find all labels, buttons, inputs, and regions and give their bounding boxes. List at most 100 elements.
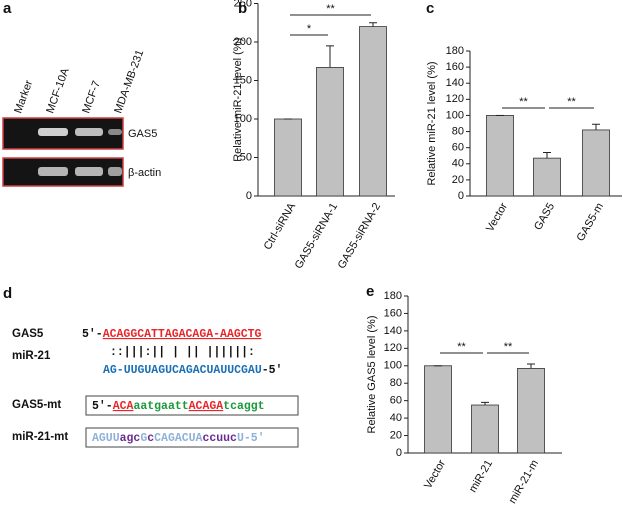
y-axis-label: Relative GAS5 level (%) (366, 316, 378, 434)
band-label: β-actin (128, 167, 161, 179)
pairing: ::|||:|| | || ||||||: (110, 346, 255, 359)
y-tick-label: 100 (446, 109, 464, 121)
y-tick-label: 80 (390, 377, 402, 389)
y-tick-label: 250 (234, 0, 252, 9)
seq-part: 5′- (82, 328, 103, 341)
gel-band (38, 128, 68, 136)
bar (274, 118, 302, 197)
significance-label: ** (326, 3, 335, 15)
x-tick-label: Vector (484, 201, 510, 234)
lane-label: MDA-MB-231 (112, 48, 146, 115)
x-tick-label: GAS5-siRNA-1 (293, 201, 340, 271)
y-tick-label: 120 (384, 342, 402, 354)
seq-part: ACA (113, 400, 134, 413)
bar (359, 26, 387, 197)
x-tick-label: Ctrl-siRNA (262, 200, 299, 252)
y-tick-label: 40 (452, 158, 464, 170)
seq-box (85, 395, 299, 416)
seq-part: 5′- (92, 400, 113, 413)
bar (486, 115, 514, 197)
seq-part: U-5′ (237, 432, 265, 445)
seq-name: GAS5 (12, 328, 44, 340)
y-tick-label: 180 (446, 45, 464, 57)
y-tick-label: 0 (246, 190, 252, 202)
sequence: 5′-ACAaatgaattACAGAtcaggt (92, 400, 265, 413)
y-tick-label: 80 (452, 125, 464, 137)
panel-letter: c (426, 0, 434, 17)
seq-part: agc (120, 432, 141, 445)
y-tick-label: 60 (452, 142, 464, 154)
bar (424, 365, 452, 454)
seq-name: GAS5-mt (12, 399, 61, 411)
bar (316, 67, 344, 197)
bar (517, 367, 545, 454)
error-bar (326, 45, 334, 68)
y-tick-label: 140 (446, 77, 464, 89)
seq-part: G (140, 432, 147, 445)
error-bar (481, 401, 489, 406)
significance-label: ** (519, 96, 528, 108)
x-tick-label: miR-21-m (507, 458, 542, 506)
seq-part: ccuuc (202, 432, 237, 445)
seq-part: ACAGGCATTAGACAGA-AAGCTG (103, 328, 262, 341)
significance-label: ** (567, 96, 576, 108)
y-tick-label: 100 (234, 113, 252, 125)
sequence: 5′-ACAGGCATTAGACAGA-AAGCTG (82, 328, 262, 341)
gel-band (108, 167, 122, 176)
y-tick-label: 50 (240, 151, 252, 163)
seq-part: aatgaatt (133, 400, 188, 413)
band-label: GAS5 (128, 128, 157, 140)
y-tick-label: 200 (234, 36, 252, 48)
y-tick-label: 180 (384, 290, 402, 302)
lane-label: MCF-10A (44, 66, 72, 115)
gel-band (108, 129, 122, 135)
y-tick-label: 160 (384, 307, 402, 319)
seq-part: c (147, 432, 154, 445)
gel-band (38, 167, 68, 176)
seq-part: -5′ (262, 364, 283, 377)
seq-name: miR-21 (12, 350, 51, 362)
panel-letter: d (3, 285, 12, 302)
y-tick-label: 20 (452, 174, 464, 186)
error-bar (369, 22, 377, 27)
error-bar (592, 123, 600, 130)
seq-part: AGUU (92, 432, 120, 445)
sequence: AGUUagcGcCAGACUAccuucU-5′ (92, 432, 265, 445)
gel-band (75, 167, 103, 176)
significance-label: ** (457, 341, 466, 353)
seq-part: tcaggt (223, 400, 264, 413)
y-tick-label: 60 (390, 395, 402, 407)
significance-label: * (307, 23, 312, 35)
x-tick-label: Vector (422, 458, 448, 491)
x-tick-label: GAS5-m (575, 201, 606, 244)
panel-letter: b (238, 0, 247, 17)
y-tick-label: 0 (396, 447, 402, 459)
y-tick-label: 120 (446, 93, 464, 105)
panel-letter: e (366, 283, 374, 300)
y-axis-label: Relative miR-21 level (%) (232, 38, 244, 162)
y-tick-label: 160 (446, 61, 464, 73)
bar (533, 157, 561, 197)
y-tick-label: 20 (390, 429, 402, 441)
x-tick-label: GAS5-siRNA-2 (336, 201, 383, 271)
sequence: AG-UUGUAGUCAGACUAUUCGAU-5′ (103, 364, 282, 377)
y-tick-label: 140 (384, 325, 402, 337)
y-axis-label: Relative miR-21 level (%) (426, 61, 438, 185)
seq-part: ACAGA (189, 400, 224, 413)
seq-box (85, 427, 299, 448)
seq-part: AG-UUGUAGUCAGACUAUUCGAU (103, 364, 262, 377)
x-tick-label: GAS5 (532, 201, 557, 232)
y-tick-label: 0 (458, 190, 464, 202)
y-tick-label: 40 (390, 412, 402, 424)
y-tick-label: 100 (384, 360, 402, 372)
gel-band (75, 128, 103, 136)
bar (582, 129, 610, 197)
x-tick-label: miR-21 (467, 458, 495, 495)
bar (471, 404, 499, 454)
lane-label: MCF-7 (80, 79, 103, 115)
significance-label: ** (504, 341, 513, 353)
seq-part: CAGACUA (154, 432, 202, 445)
lane-label: Marker (12, 78, 35, 115)
panel-letter: a (3, 0, 12, 17)
